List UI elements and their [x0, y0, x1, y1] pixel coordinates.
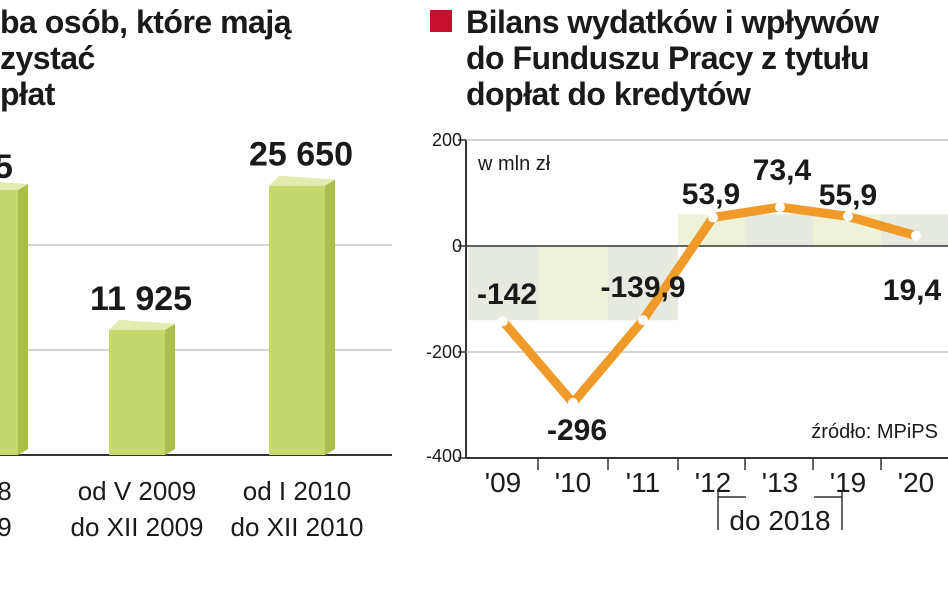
x-tick-label: '20 [898, 467, 935, 498]
bar-category-label: 009 [0, 512, 12, 542]
x-tick-label: '11 [626, 467, 660, 498]
y-tick-label: 200 [432, 130, 462, 150]
bracket-label: do 2018 [729, 505, 830, 536]
bar-category-label: do XII 2010 [231, 512, 364, 542]
point-value-label: -142 [477, 278, 537, 311]
left-chart-title: ba osób, które mają zystać płat [0, 4, 400, 112]
column-shade [745, 214, 815, 246]
bar-value-label: 25 650 [249, 136, 353, 174]
legend-marker [430, 10, 452, 32]
x-tick-label: '19 [830, 467, 867, 498]
point-value-label: 19,4 [883, 274, 942, 307]
bar-category-label: 008 [0, 476, 12, 506]
data-point [911, 230, 921, 241]
bar-category-label: do XII 2009 [71, 512, 204, 542]
data-point [638, 315, 648, 326]
right-title-line-3: dopłat do kredytów [466, 76, 751, 112]
data-point [568, 397, 578, 408]
data-point [498, 316, 508, 327]
bar-chart: 25 008 009 11 925 od V 2009 do XII 2009 25 650… [0, 136, 392, 542]
right-title-line-1: Bilans wydatków i wpływów [466, 4, 879, 40]
bar-category-label: od V 2009 [78, 476, 197, 506]
data-point [775, 202, 785, 213]
bar-side [325, 179, 335, 456]
bar-top [0, 182, 28, 190]
point-value-label: 55,9 [819, 179, 877, 212]
left-title-line-2: zystać [0, 40, 95, 76]
y-tick-label: 0 [452, 236, 462, 256]
left-title-line-3: płat [0, 76, 55, 112]
point-value-label: -139,9 [600, 271, 685, 304]
point-value-label: 73,4 [753, 154, 812, 187]
line-chart: 200 0 -200 -400 w mln zł '09 '10 '11 '12 '13 '19 '2… [426, 130, 948, 536]
bar-side [165, 323, 175, 455]
data-point [708, 212, 718, 223]
y-tick-label: -200 [426, 342, 462, 362]
unit-label: w mln zł [477, 153, 551, 175]
x-tick-label: '10 [555, 467, 592, 498]
bar [269, 185, 325, 456]
column-shade [538, 246, 608, 321]
bar-side [18, 184, 28, 455]
source-label: źródło: MPiPS [811, 421, 938, 443]
x-tick-label: '12 [695, 467, 732, 498]
x-tick-label: '13 [762, 467, 799, 498]
point-value-label: 53,9 [682, 178, 740, 211]
bar-value-label: 11 925 [90, 280, 192, 318]
y-tick-label: -400 [426, 446, 462, 466]
right-title-line-2: do Funduszu Pracy z tytułu [466, 40, 870, 76]
right-chart-title: Bilans wydatków i wpływów do Funduszu Pr… [466, 4, 946, 112]
bar-top [269, 175, 335, 186]
bar-value-label: 25 [0, 148, 13, 186]
point-value-label: -296 [547, 414, 607, 447]
bar-category-label: od I 2010 [243, 476, 351, 506]
x-tick-label: '09 [485, 467, 522, 498]
bar [109, 329, 165, 455]
column-shade [468, 246, 538, 321]
data-point [843, 211, 853, 222]
bar-top [109, 319, 175, 330]
left-title-line-1: ba osób, które mają [0, 4, 292, 40]
bar [0, 190, 18, 455]
